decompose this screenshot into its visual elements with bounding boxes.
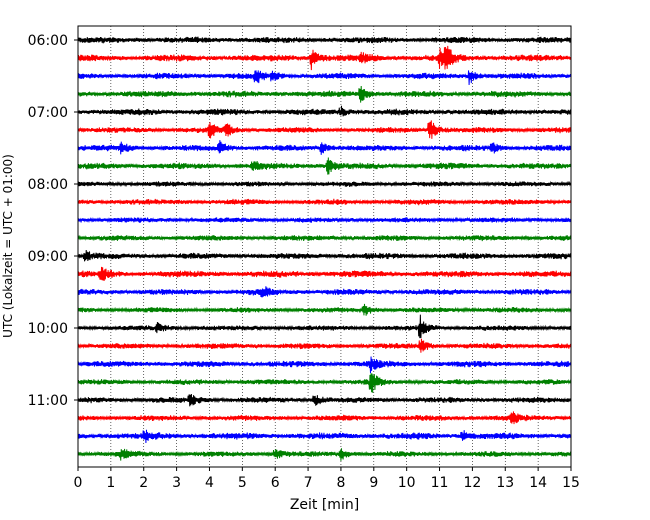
x-axis-label: Zeit [min]	[290, 497, 359, 513]
x-tick-label: 14	[529, 475, 547, 491]
seismic-trace	[77, 120, 572, 139]
seismic-trace	[77, 157, 572, 175]
y-tick-label: 08:00	[28, 177, 68, 193]
x-tick-label: 0	[74, 475, 83, 491]
seismic-traces	[77, 36, 572, 461]
seismic-trace	[77, 356, 572, 374]
seismic-trace	[77, 70, 572, 85]
seismic-trace	[77, 394, 572, 407]
x-tick-label: 8	[336, 475, 345, 491]
y-tick-label: 07:00	[28, 105, 68, 121]
seismic-trace	[77, 216, 572, 224]
seismic-trace	[77, 314, 572, 339]
x-tick-label: 10	[398, 475, 416, 491]
x-tick-label: 7	[304, 475, 313, 491]
x-tick-label: 15	[562, 475, 580, 491]
seismic-trace	[77, 180, 572, 188]
seismic-trace	[77, 373, 572, 393]
seismic-trace	[77, 266, 572, 281]
y-tick-label: 10:00	[28, 321, 68, 337]
seismic-trace	[77, 36, 572, 44]
x-tick-label: 12	[463, 475, 481, 491]
y-axis-label: UTC (Lokalzeit = UTC + 01:00)	[1, 154, 15, 338]
y-tick-label: 09:00	[28, 249, 68, 265]
seismic-trace	[77, 86, 572, 103]
x-tick-label: 13	[496, 475, 514, 491]
seismic-trace	[77, 303, 572, 316]
x-tick-label: 2	[139, 475, 148, 491]
x-tick-label: 3	[172, 475, 181, 491]
y-tick-label: 11:00	[28, 393, 68, 409]
seismic-trace	[77, 429, 572, 444]
seismic-trace	[77, 411, 572, 425]
seismic-trace	[77, 45, 572, 71]
x-tick-label: 11	[431, 475, 449, 491]
y-axis: 06:00 07:00 08:00 09:00 10:00 11:00	[28, 33, 78, 409]
seismic-trace	[77, 140, 572, 155]
x-tick-label: 1	[106, 475, 115, 491]
x-tick-label: 5	[238, 475, 247, 491]
x-tick-label: 9	[369, 475, 378, 491]
x-tick-label: 4	[205, 475, 214, 491]
seismic-trace	[77, 448, 572, 461]
seismic-trace	[77, 105, 572, 117]
seismic-trace	[77, 198, 572, 206]
seismic-trace	[77, 338, 572, 353]
plot-frame	[77, 25, 572, 468]
seismic-trace	[77, 249, 572, 262]
y-tick-label: 06:00	[28, 33, 68, 49]
seismic-trace	[77, 234, 572, 242]
seismic-trace	[77, 286, 572, 298]
x-tick-label: 6	[271, 475, 280, 491]
x-axis: 0 1 2 3 4 5 6 7 8 9 10 11 12 13 14 15	[74, 467, 580, 491]
